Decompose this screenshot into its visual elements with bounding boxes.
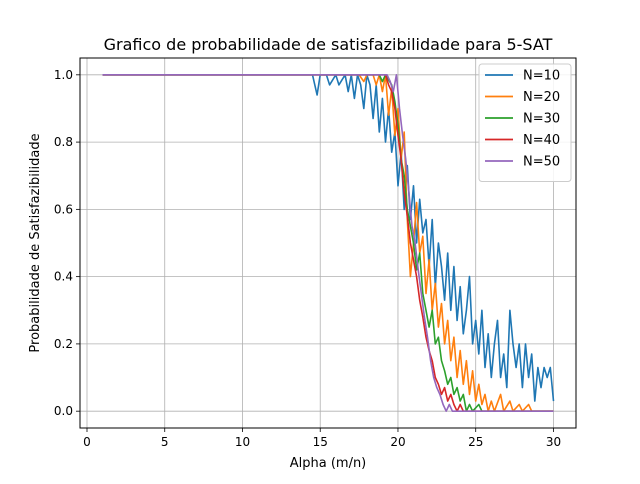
series-line-n-40	[102, 74, 554, 412]
x-tick-label: 20	[390, 435, 405, 449]
legend: N=10 N=20 N=30 N=40 N=50	[478, 63, 572, 182]
legend-label: N=50	[523, 155, 560, 170]
legend-label: N=10	[523, 69, 560, 84]
y-tick-label: 0.0	[54, 404, 73, 418]
x-axis-label: Alpha (m/n)	[290, 456, 367, 471]
x-tick-label: 15	[313, 435, 328, 449]
y-tick-label: 0.4	[54, 270, 73, 284]
series-line-n-50	[102, 74, 554, 412]
series-line-n-30	[102, 74, 554, 412]
y-tick-label: 1.0	[54, 68, 73, 82]
x-tick-label: 30	[546, 435, 561, 449]
legend-box	[478, 63, 572, 182]
series-layer	[102, 74, 555, 412]
series-line-n-20	[102, 74, 554, 412]
y-tick-label: 0.8	[54, 135, 73, 149]
x-tick-label: 0	[83, 435, 91, 449]
plot-frame	[79, 57, 577, 429]
y-axis-label: Probabilidade de Satisfazibilidade	[28, 133, 43, 352]
legend-label: N=30	[523, 112, 560, 127]
x-tick-label: 25	[468, 435, 483, 449]
chart-title: Grafico de probabilidade de satisfazibil…	[104, 35, 553, 54]
x-axis-ticks: 0 5 10 15 20 25 30	[83, 428, 561, 449]
y-axis-ticks: 0.0 0.2 0.4 0.6 0.8 1.0	[54, 68, 80, 418]
legend-label: N=20	[523, 90, 560, 105]
grid	[80, 58, 576, 428]
series-line-n-10	[102, 74, 555, 402]
x-tick-label: 5	[161, 435, 169, 449]
legend-label: N=40	[523, 133, 560, 148]
y-tick-label: 0.2	[54, 337, 73, 351]
y-tick-label: 0.6	[54, 202, 73, 216]
x-tick-label: 10	[235, 435, 250, 449]
